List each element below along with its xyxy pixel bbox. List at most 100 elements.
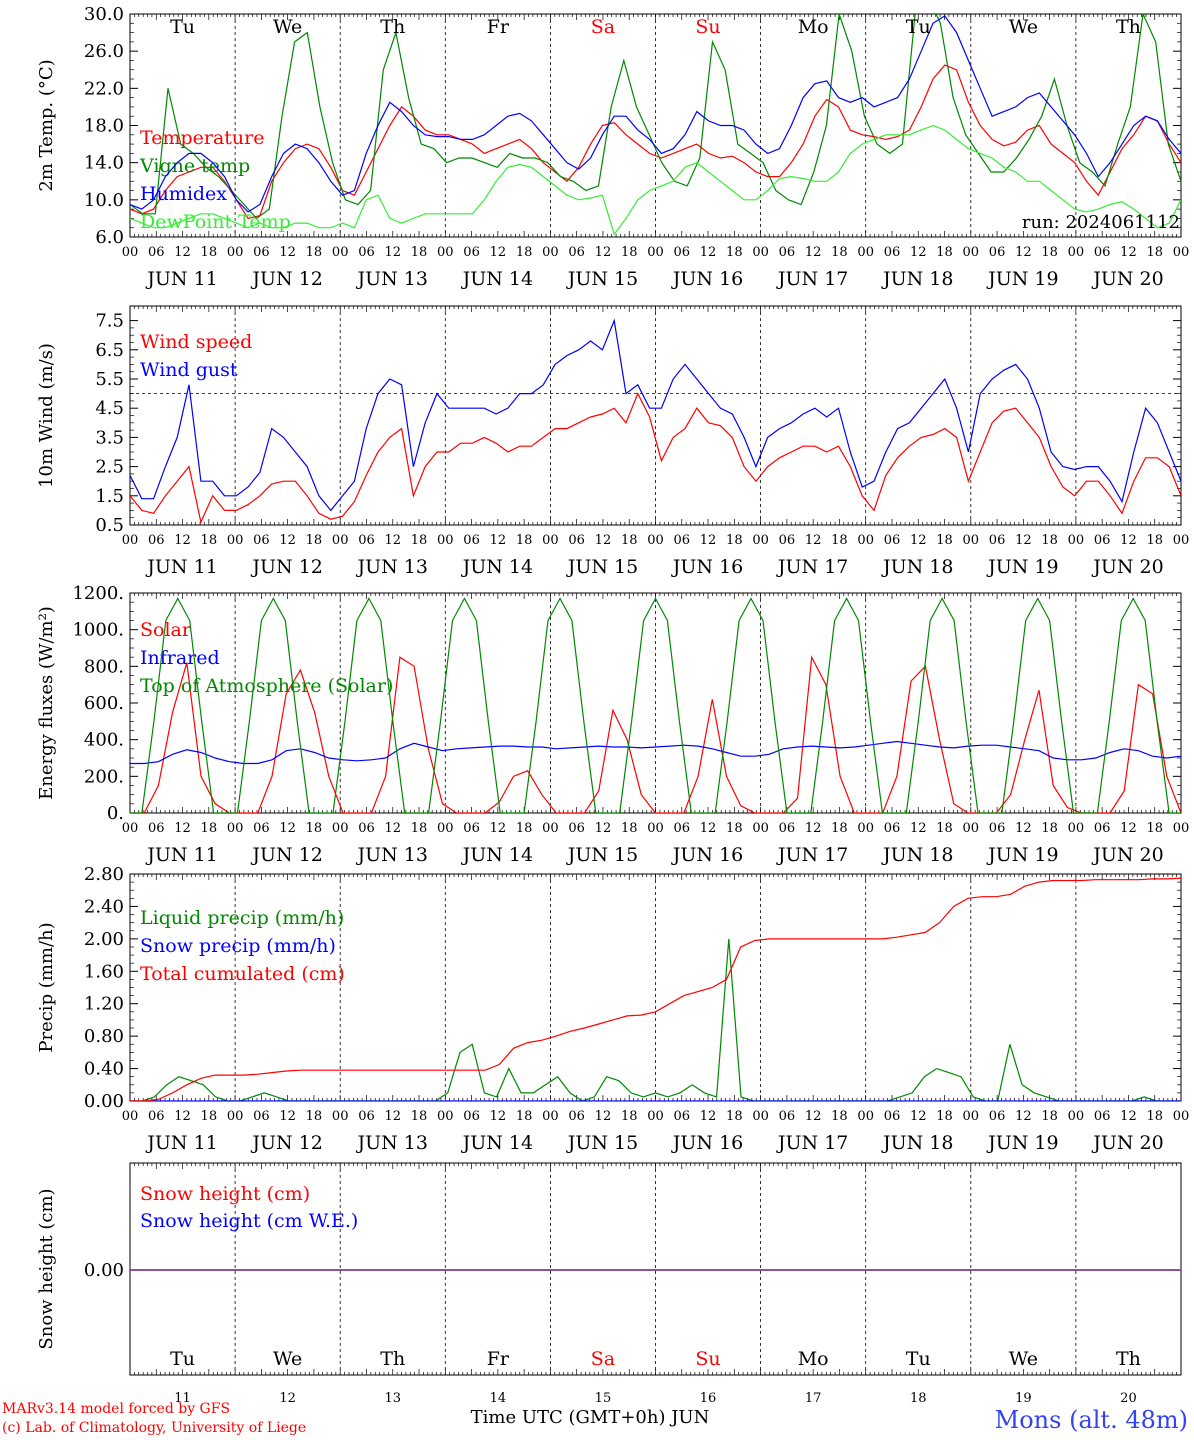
hour-tick-label: 00 [437, 1109, 454, 1124]
y-tick-label: 2.00 [84, 929, 124, 950]
weekday-label: Tu [906, 1348, 931, 1370]
y-tick-label: 26.0 [84, 41, 124, 62]
weekday-label: We [273, 16, 302, 38]
hour-tick-label: 12 [700, 245, 717, 260]
legend-entry: Snow height (cm W.E.) [140, 1210, 358, 1232]
hour-tick-label: 00 [857, 821, 874, 836]
date-label: JUN 16 [671, 844, 743, 866]
hour-tick-label: 06 [989, 821, 1006, 836]
legend-entry: Snow height (cm) [140, 1183, 310, 1205]
time-axis-title: Time UTC (GMT+0h) JUN [471, 1407, 710, 1428]
hour-tick-label: 12 [805, 533, 822, 548]
y-axis-label: 10m Wind (m/s) [36, 343, 57, 488]
panel-5: 0.00 Snow height (cm) Snow height (cm) Snow… [36, 1162, 1182, 1406]
y-tick-label: 1.60 [84, 961, 124, 982]
hour-tick-label: 06 [253, 245, 270, 260]
date-label: JUN 14 [461, 268, 533, 290]
hour-tick-label: 00 [963, 533, 980, 548]
date-label: JUN 11 [145, 1132, 217, 1154]
hour-tick-label: 18 [831, 1109, 848, 1124]
hour-tick-label: 06 [148, 821, 165, 836]
hour-tick-label: 00 [227, 245, 244, 260]
hour-tick-label: 18 [201, 533, 218, 548]
hour-tick-label: 00 [332, 1109, 349, 1124]
hour-tick-label: 18 [1041, 245, 1058, 260]
hour-tick-label: 12 [174, 533, 191, 548]
date-label: JUN 20 [1091, 1132, 1163, 1154]
y-tick-label: 14.0 [84, 153, 124, 174]
date-label: JUN 12 [250, 268, 322, 290]
hour-tick-label: 06 [674, 245, 691, 260]
hour-tick-label: 12 [1015, 821, 1032, 836]
credit-line-2: (c) Lab. of Climatology, University of L… [2, 1420, 306, 1436]
date-label: JUN 17 [776, 844, 848, 866]
hour-tick-label: 06 [253, 821, 270, 836]
hour-tick-label: 18 [726, 1109, 743, 1124]
hour-tick-label: 12 [910, 821, 927, 836]
series-line-dewpoint-temp [130, 124, 1181, 236]
hour-tick-label: 12 [1015, 1109, 1032, 1124]
hour-tick-label: 18 [621, 533, 638, 548]
date-label: JUN 17 [776, 1132, 848, 1154]
hour-tick-label: 06 [253, 1109, 270, 1124]
series-line-wind-speed [130, 392, 1181, 525]
legend-entry: Solar [140, 619, 192, 641]
legend-entry: Temperature [140, 127, 264, 149]
day-number-label: 17 [805, 1391, 822, 1406]
hour-tick-label: 00 [1068, 1109, 1085, 1124]
hour-tick-label: 12 [910, 1109, 927, 1124]
hour-tick-label: 12 [174, 821, 191, 836]
hour-tick-label: 06 [674, 1109, 691, 1124]
hour-tick-label: 18 [831, 533, 848, 548]
hour-tick-label: 12 [279, 533, 296, 548]
hour-tick-label: 18 [516, 245, 533, 260]
date-label: JUN 17 [776, 556, 848, 578]
date-label: JUN 20 [1091, 268, 1163, 290]
hour-tick-label: 00 [1173, 1109, 1190, 1124]
hour-tick-label: 06 [779, 533, 796, 548]
hour-tick-label: 12 [279, 245, 296, 260]
hour-tick-label: 00 [647, 821, 664, 836]
date-label: JUN 17 [776, 268, 848, 290]
date-label: JUN 19 [986, 556, 1058, 578]
hour-tick-label: 00 [1068, 245, 1085, 260]
hour-tick-label: 12 [805, 245, 822, 260]
legend-entry: Total cumulated (cm) [140, 963, 345, 985]
weekday-label: Mo [798, 16, 829, 38]
hour-tick-label: 06 [989, 533, 1006, 548]
date-label: JUN 18 [881, 268, 953, 290]
y-tick-label: 1200. [72, 583, 124, 604]
hour-tick-label: 18 [1041, 1109, 1058, 1124]
hour-tick-label: 12 [490, 1109, 507, 1124]
day-number-label: 13 [384, 1391, 401, 1406]
hour-tick-label: 00 [542, 533, 559, 548]
hour-tick-label: 00 [963, 245, 980, 260]
weekday-label: Su [695, 16, 720, 38]
hour-tick-label: 00 [752, 1109, 769, 1124]
y-tick-label: 1.20 [84, 994, 124, 1015]
weekday-label: We [273, 1348, 302, 1370]
hour-tick-label: 12 [490, 245, 507, 260]
hour-tick-label: 12 [1120, 1109, 1137, 1124]
date-label: JUN 14 [461, 844, 533, 866]
date-label: JUN 15 [566, 268, 638, 290]
hour-tick-label: 06 [463, 1109, 480, 1124]
hour-tick-label: 00 [122, 821, 139, 836]
hour-tick-label: 06 [148, 533, 165, 548]
y-axis-label: Precip (mm/h) [36, 922, 57, 1052]
legend-entry: Snow precip (mm/h) [140, 935, 336, 957]
hour-tick-label: 12 [1120, 821, 1137, 836]
hour-tick-label: 00 [857, 245, 874, 260]
hour-tick-label: 00 [1068, 821, 1085, 836]
legend-entry: Humidex [140, 183, 227, 205]
hour-tick-label: 18 [936, 245, 953, 260]
hour-tick-label: 18 [726, 821, 743, 836]
hour-tick-label: 00 [227, 821, 244, 836]
hour-tick-label: 00 [752, 533, 769, 548]
day-number-label: 19 [1015, 1391, 1032, 1406]
hour-tick-label: 06 [884, 1109, 901, 1124]
hour-tick-label: 18 [1146, 821, 1163, 836]
hour-tick-label: 00 [437, 245, 454, 260]
hour-tick-label: 00 [963, 1109, 980, 1124]
hour-tick-label: 12 [279, 821, 296, 836]
